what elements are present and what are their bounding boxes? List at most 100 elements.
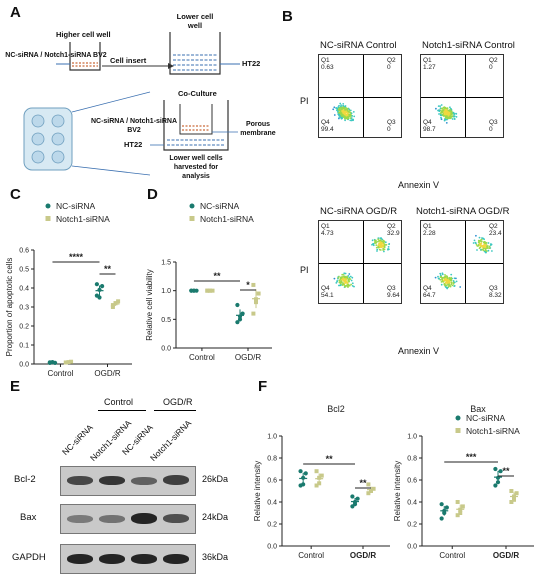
y-tick-label: 0.3 — [19, 305, 29, 312]
flow-density-dots — [434, 234, 493, 290]
y-tick-label: 1.0 — [161, 288, 171, 295]
q4-label: Q4 64.7 — [423, 285, 436, 299]
y-tick-label: 0.4 — [407, 500, 417, 507]
data-point — [235, 302, 240, 308]
data-point — [495, 480, 501, 485]
data-point — [97, 295, 102, 300]
flow-plot-4: Q1 2.28 Q2 23.4 Q4 64.7 Q3 8.32 — [420, 220, 504, 304]
sig-label: *** — [466, 452, 477, 462]
x-tick-label: OGD/R — [493, 551, 519, 560]
y-tick-label: 0.8 — [267, 456, 277, 463]
group-control-line — [98, 410, 146, 411]
row-label-bax: Bax — [20, 512, 37, 523]
y-axis-label: Relative intensity — [393, 461, 402, 521]
data-point — [317, 481, 322, 486]
panel-f-chart-bax: 0.0 0.2 0.4 0.6 0.8 1.0 Relative intensity Bax C… — [392, 396, 550, 582]
data-point — [94, 282, 99, 287]
row-label-gapdh: GAPDH — [12, 552, 46, 563]
band — [99, 554, 125, 564]
x-tick-label: Control — [439, 551, 465, 560]
lower-well-label: Lower cell well — [176, 12, 214, 30]
panel-letter-e: E — [10, 378, 21, 395]
ht22-source-label: HT22 — [242, 59, 261, 68]
viability-scatter-chart: 0.0 0.5 1.0 1.5 Relative cell viability Contr… — [145, 201, 272, 362]
flow-axis-x-bottom: Annexin V — [398, 346, 440, 356]
band — [131, 513, 157, 524]
sig-label: ** — [326, 454, 334, 464]
q2-label: Q2 0 — [387, 57, 396, 71]
data-point — [493, 466, 498, 472]
y-tick-label: 0.0 — [267, 544, 277, 551]
flow-title-2: Notch1-siRNA Control — [422, 40, 515, 51]
x-tick-label: Control — [48, 369, 74, 378]
data-point — [303, 471, 308, 476]
bcl2-scatter-chart: 0.0 0.2 0.4 0.6 0.8 1.0 Relative intensity Bcl2… — [253, 404, 390, 560]
group-control-label: Control — [104, 397, 134, 407]
data-point — [314, 483, 319, 488]
y-tick-label: 0.2 — [19, 324, 29, 331]
y-tick-label: 0.6 — [19, 248, 29, 255]
data-point — [514, 491, 519, 496]
panel-a-schematic: Higher cell well Lower cell well Cell in… — [0, 0, 280, 185]
q2-label: Q2 23.4 — [489, 223, 502, 237]
band — [131, 477, 157, 485]
apoptosis-scatter-chart: 0.0 0.1 0.2 0.3 0.4 0.5 0.6 Proportion of apopt… — [5, 201, 132, 378]
flow-plot-3: Q1 4.73 Q2 32.9 Q4 54.1 Q3 9.64 — [318, 220, 402, 304]
data-point — [254, 300, 258, 305]
data-point — [69, 359, 74, 364]
q4-label: Q4 98.7 — [423, 119, 436, 133]
band — [67, 515, 93, 523]
q1-label: Q1 4.73 — [321, 223, 334, 237]
group-ogdr-label: OGD/R — [163, 397, 193, 407]
legend-label-notch: Notch1-siRNA — [200, 214, 254, 224]
data-point — [254, 297, 258, 302]
legend-label-nc: NC-siRNA — [56, 201, 96, 211]
band — [99, 476, 125, 485]
data-point — [205, 288, 210, 293]
y-tick-label: 0.1 — [19, 343, 29, 350]
legend-label-notch: Notch1-siRNA — [56, 214, 110, 224]
q3-label: Q3 8.32 — [489, 285, 502, 299]
bv2-source-label: NC-siRNA / Notch1-siRNA BV2 — [5, 52, 107, 59]
data-point — [512, 494, 516, 499]
transwell-diagram — [23, 32, 240, 176]
y-axis-label: Relative intensity — [253, 461, 262, 521]
data-point — [442, 508, 447, 513]
legend-marker-nc — [455, 415, 461, 421]
quadrant-hline — [319, 97, 401, 98]
q2-label: Q2 0 — [489, 57, 498, 71]
x-tick-label: OGD/R — [350, 551, 376, 560]
legend-label-nc: NC-siRNA — [200, 201, 240, 211]
flow-plot-1: Q1 0.63 Q2 0 Q4 99.4 Q3 0 — [318, 54, 402, 138]
coculture-title: Co-Culture — [178, 89, 217, 98]
y-tick-label: 0.0 — [19, 362, 29, 369]
band — [163, 554, 189, 564]
quadrant-hline — [421, 97, 503, 98]
legend-marker-notch — [455, 428, 461, 433]
data-point — [298, 469, 303, 474]
quadrant-vline — [465, 221, 466, 303]
band — [163, 475, 189, 485]
chart-title: Bcl2 — [327, 404, 345, 414]
data-point — [369, 489, 373, 493]
lane-label-1: NC-siRNA — [60, 422, 95, 458]
legend-label-notch: Notch1-siRNA — [466, 426, 520, 436]
x-tick-label: OGD/R — [235, 353, 261, 362]
higher-well-label: Higher cell well — [56, 30, 111, 39]
y-axis-label: Relative cell viability — [145, 269, 154, 341]
data-point — [100, 284, 105, 289]
data-point — [235, 320, 240, 325]
x-tick-label: Control — [189, 353, 215, 362]
data-point — [366, 482, 371, 487]
flow-density-dots — [333, 237, 391, 288]
x-tick-label: OGD/R — [94, 369, 120, 378]
y-tick-label: 1.0 — [267, 434, 277, 441]
band — [99, 515, 125, 523]
panel-letter-f: F — [258, 378, 268, 395]
panel-b-flow: NC-siRNA Control Notch1-siRNA Control NC… — [280, 0, 550, 380]
data-point — [97, 287, 102, 292]
data-point — [207, 288, 212, 293]
flow-title-4: Notch1-siRNA OGD/R — [416, 206, 510, 217]
data-point — [301, 482, 306, 487]
quadrant-vline — [363, 221, 364, 303]
